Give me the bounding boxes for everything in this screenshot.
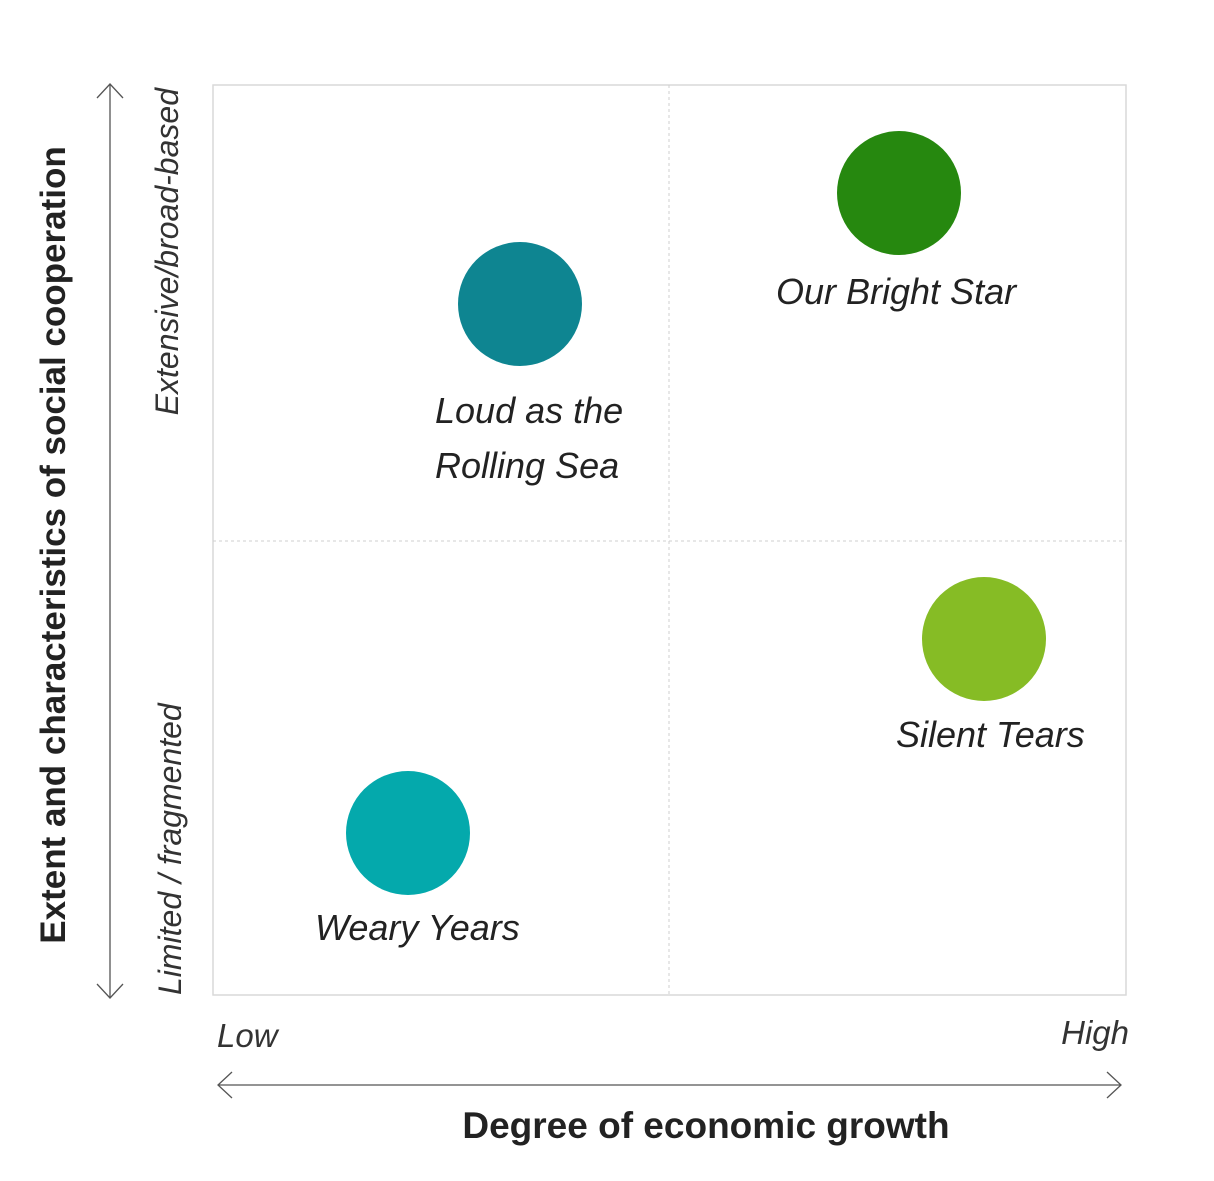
scenario-label: Loud as the Rolling Sea [435, 390, 633, 486]
scenario-label: Our Bright Star [776, 271, 1018, 312]
y-axis-high-label: Extensive/broad-based [149, 87, 185, 416]
scenario-marker [837, 131, 961, 255]
y-axis-arrow [96, 83, 124, 999]
scenario-marker [458, 242, 582, 366]
scenario-loud-as-the-rolling-sea: Loud as the Rolling Sea [435, 242, 633, 486]
scenario-weary-years: Weary Years [315, 771, 520, 948]
y-axis-title: Extent and characteristics of social coo… [34, 146, 73, 943]
scenario-label: Silent Tears [896, 714, 1085, 755]
scenario-our-bright-star: Our Bright Star [776, 131, 1018, 312]
x-axis-arrow [217, 1071, 1122, 1099]
scenario-label-line: Our Bright Star [776, 271, 1018, 312]
scenario-label-line: Loud as the [435, 390, 623, 431]
scenario-marker [346, 771, 470, 895]
x-axis-title: Degree of economic growth [462, 1105, 949, 1146]
scenario-label-line: Silent Tears [896, 714, 1085, 755]
scenario-label: Weary Years [315, 907, 520, 948]
y-axis-low-label: Limited / fragmented [152, 702, 188, 995]
scenario-silent-tears: Silent Tears [896, 577, 1085, 755]
x-axis-high-label: High [1061, 1014, 1129, 1051]
plot-frame [212, 84, 1127, 996]
scenario-label-line: Rolling Sea [435, 445, 619, 486]
scenario-label-line: Weary Years [315, 907, 520, 948]
scenario-marker [922, 577, 1046, 701]
x-axis-low-label: Low [217, 1017, 280, 1054]
